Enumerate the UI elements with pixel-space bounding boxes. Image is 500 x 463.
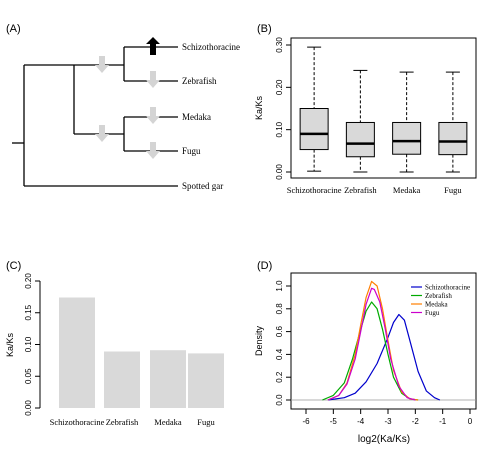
x-tick-label: -6 <box>302 417 310 426</box>
box-body <box>392 121 422 155</box>
density-chart: 0.0 0.2 0.4 0.6 0.8 1.0 -6 -5 -4 -3 -2 -1 0 log2(Ka/K… <box>254 272 477 445</box>
legend-label: Zebrafish <box>425 292 452 300</box>
box-body <box>299 108 329 151</box>
y-tick-label: 0.10 <box>275 121 284 137</box>
x-tick-label: 0 <box>468 417 473 426</box>
y-tick-label: 0.15 <box>24 304 33 320</box>
arrow-down-icon <box>146 142 160 159</box>
panel-label-b: (B) <box>257 23 272 35</box>
y-tick-label: 0.4 <box>275 348 284 360</box>
plot-frame <box>290 272 477 410</box>
arrow-down-icon <box>95 56 109 73</box>
bar <box>104 351 140 408</box>
taxon-label-schizothoracine: Schizothoracine <box>182 42 240 52</box>
density-line <box>327 280 419 401</box>
bar <box>150 350 186 408</box>
x-tick-label: -5 <box>330 417 338 426</box>
y-tick-label: 0.6 <box>275 325 284 337</box>
taxon-label-zebrafish: Zebrafish <box>182 76 217 86</box>
x-tick-label: -2 <box>412 417 420 426</box>
arrow-down-icon <box>95 125 109 142</box>
y-tick-label: 0.30 <box>275 37 284 53</box>
density-line <box>327 313 441 401</box>
bar-chart: 0.00 0.05 0.10 0.15 0.20 Ka/Ks Schizothoracine… <box>5 273 224 427</box>
arrow-down-icon <box>146 107 160 124</box>
y-tick-label: 0.0 <box>275 394 284 406</box>
x-axis-label: log2(Ka/Ks) <box>358 434 410 445</box>
taxon-label-medaka: Medaka <box>182 112 211 122</box>
x-category-label: Schizothoracine <box>50 417 105 427</box>
y-axis-label: Ka/Ks <box>5 332 15 357</box>
legend-label: Fugu <box>425 309 440 317</box>
panel-label-a: (A) <box>6 23 21 35</box>
y-axis-label: Density <box>254 325 264 356</box>
legend-label: Schizothoracine <box>425 284 470 292</box>
x-category-label: Fugu <box>444 185 462 195</box>
y-tick-label: 0.00 <box>275 164 284 180</box>
y-tick-label: 0.05 <box>24 368 33 384</box>
legend-label: Medaka <box>425 301 448 309</box>
y-tick-label: 0.2 <box>275 371 284 383</box>
x-category-label: Zebrafish <box>106 417 139 427</box>
y-tick-label: 1.0 <box>275 280 284 292</box>
arrow-down-icon <box>146 71 160 88</box>
y-tick-label: 0.20 <box>24 273 33 289</box>
y-tick-label: 0.00 <box>24 400 33 416</box>
y-tick-label: 0.10 <box>24 336 33 352</box>
boxplot-chart: 0.00 0.10 0.20 0.30 Ka/Ks Schizothoracine Zebr… <box>254 37 477 195</box>
x-tick-label: -4 <box>357 417 365 426</box>
x-category-label: Schizothoracine <box>287 185 342 195</box>
box-body <box>438 121 468 156</box>
x-category-label: Medaka <box>154 417 182 427</box>
box-body <box>345 121 375 158</box>
x-category-label: Fugu <box>197 417 215 427</box>
x-tick-label: -1 <box>439 417 447 426</box>
bar <box>188 353 224 408</box>
density-line <box>322 301 419 401</box>
taxon-label-spotted-gar: Spotted gar <box>182 181 223 191</box>
bar <box>59 297 95 408</box>
x-category-label: Medaka <box>393 185 421 195</box>
x-category-label: Zebrafish <box>344 185 377 195</box>
panel-label-c: (C) <box>6 260 21 272</box>
density-line <box>327 287 416 401</box>
y-axis-label: Ka/Ks <box>254 95 264 120</box>
y-tick-label: 0.8 <box>275 303 284 315</box>
arrow-up-icon <box>146 37 160 55</box>
panel-label-d: (D) <box>257 260 272 272</box>
taxon-label-fugu: Fugu <box>182 146 201 156</box>
phylogenetic-tree: Schizothoracine Zebrafish Medaka Fugu Sp… <box>12 37 240 191</box>
x-tick-label: -3 <box>384 417 392 426</box>
y-tick-label: 0.20 <box>275 79 284 95</box>
plot-frame <box>290 37 477 179</box>
